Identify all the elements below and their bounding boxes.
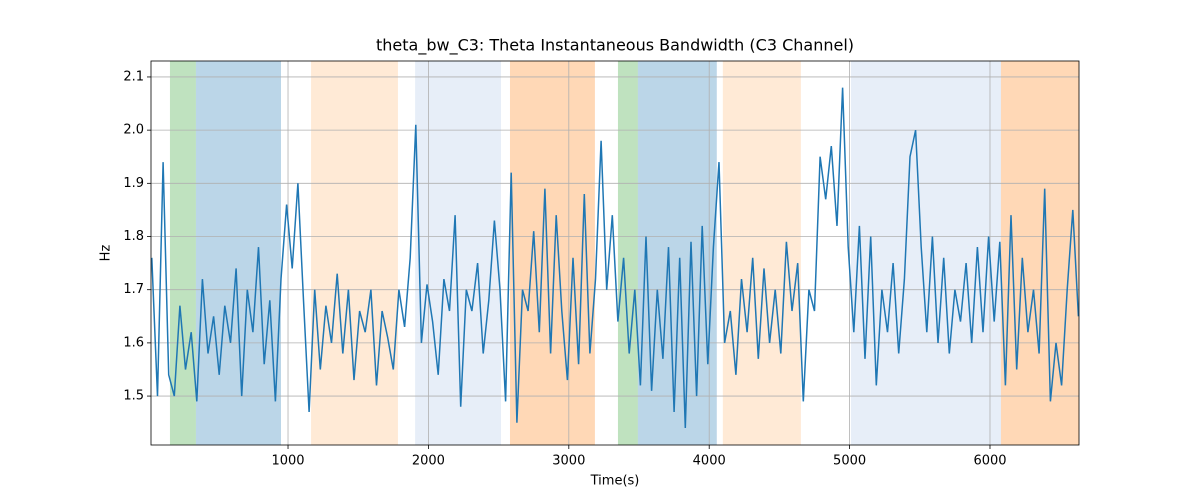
y-tick-label: 1.9	[123, 176, 144, 191]
x-tick-label: 1000	[271, 454, 304, 469]
plot-frame	[150, 60, 1080, 446]
y-tick-label: 2.1	[123, 69, 144, 84]
y-tick-label: 1.5	[123, 389, 144, 404]
shaded-span	[509, 61, 595, 445]
shaded-span	[195, 61, 282, 445]
y-tick-label: 1.6	[123, 335, 144, 350]
shaded-span	[637, 61, 717, 445]
y-tick-label: 1.7	[123, 282, 144, 297]
shaded-span	[169, 61, 196, 445]
y-tick-label: 2.0	[123, 123, 144, 138]
data-line	[151, 87, 1080, 429]
x-axis-label: Time(s)	[590, 474, 640, 489]
shaded-span	[415, 61, 502, 445]
x-tick-label: 3000	[552, 454, 585, 469]
shaded-span	[1000, 61, 1079, 445]
x-tick-label: 6000	[973, 454, 1006, 469]
x-tick-label: 2000	[412, 454, 445, 469]
shaded-span	[722, 61, 801, 445]
y-tick-label: 1.8	[123, 229, 144, 244]
shaded-span	[617, 61, 638, 445]
x-tick-label: 5000	[833, 454, 866, 469]
shaded-span	[311, 61, 398, 445]
chart-title: theta_bw_C3: Theta Instantaneous Bandwid…	[376, 36, 854, 56]
y-axis-label: Hz	[99, 245, 114, 262]
x-tick-label: 4000	[693, 454, 726, 469]
